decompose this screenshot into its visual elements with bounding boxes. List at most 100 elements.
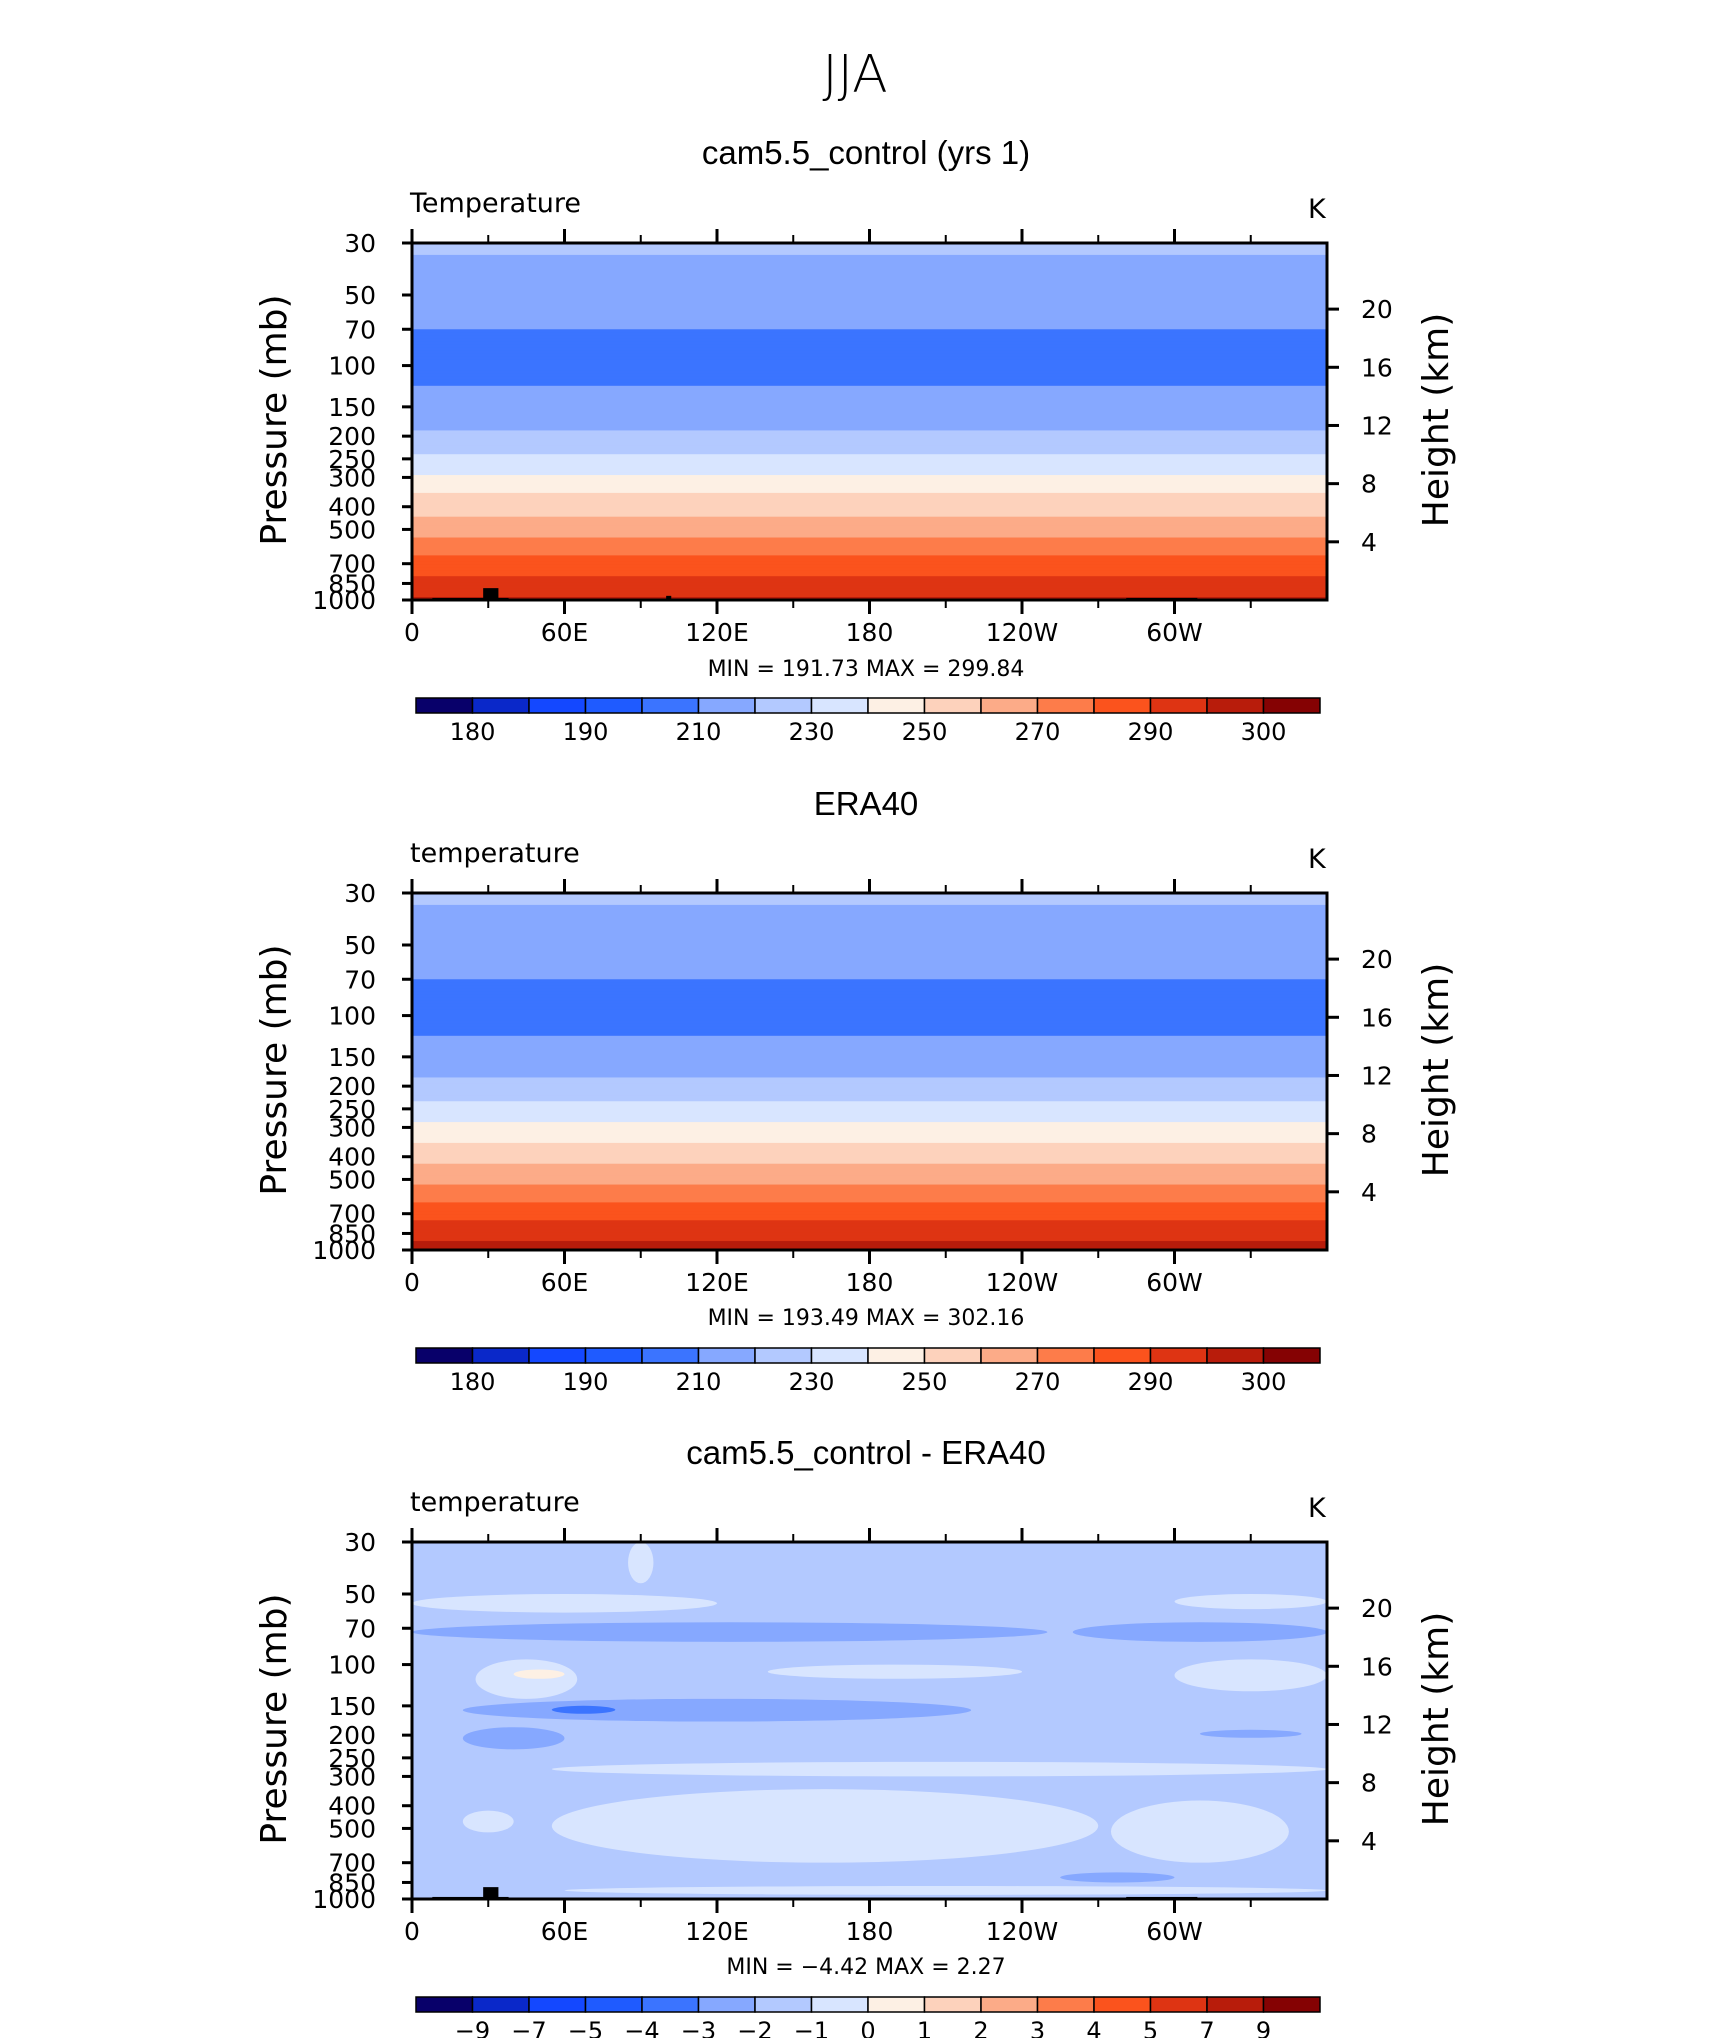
colorbar-label: 0 — [860, 2017, 875, 2038]
x-tick-label: 120E — [685, 1268, 749, 1297]
contour-band — [412, 1104, 1327, 1108]
colorbar-label: 7 — [1199, 2017, 1214, 2038]
colorbar-swatch — [471, 697, 530, 714]
contour-band — [412, 338, 1327, 342]
contour-band — [412, 1107, 1327, 1111]
contour-band — [412, 1208, 1327, 1212]
colorbar-swatch — [1149, 697, 1208, 714]
colorbar-label: 290 — [1128, 718, 1174, 746]
contour-band — [412, 472, 1327, 476]
x-tick-label: 120W — [986, 618, 1058, 647]
contour-band — [412, 525, 1327, 530]
contour-band — [412, 326, 1327, 330]
contour-band — [412, 1214, 1327, 1218]
colorbar-label: 230 — [789, 718, 835, 746]
colorbar-swatch — [641, 1996, 700, 2013]
y-tick-label: 50 — [344, 1580, 376, 1609]
x-tick-label: 60E — [541, 1917, 589, 1946]
colorbar-swatch — [980, 1996, 1039, 2013]
contour-band — [412, 248, 1327, 253]
colorbar-swatch — [1093, 697, 1152, 714]
contour-region — [628, 1542, 654, 1584]
contour-band — [412, 555, 1327, 559]
colorbar-label: 270 — [1015, 1368, 1061, 1396]
contour-band — [412, 940, 1327, 945]
topography-mask — [483, 588, 499, 600]
y-tick-label: 200 — [328, 422, 376, 451]
contour-band — [412, 266, 1327, 271]
y-tick-label: 300 — [328, 1762, 376, 1791]
contour-fill — [412, 893, 1327, 1250]
x-tick-label: 180 — [846, 618, 894, 647]
contour-band — [412, 314, 1327, 318]
contour-band — [412, 1065, 1327, 1070]
y-tick-label: 30 — [344, 879, 376, 908]
units-label: K — [1308, 194, 1327, 225]
contour-band — [412, 483, 1327, 488]
colorbar-swatch — [641, 1347, 700, 1364]
contour-region — [412, 1622, 1048, 1642]
colorbar-swatch — [641, 697, 700, 714]
contour-band — [412, 1131, 1327, 1135]
contour-fill — [412, 243, 1327, 600]
contour-band — [412, 344, 1327, 348]
y-tick-label: 100 — [328, 352, 376, 381]
colorbar-label: 2 — [973, 2017, 988, 2038]
contour-band — [412, 495, 1327, 500]
contour-band — [412, 1009, 1327, 1013]
contour-band — [412, 421, 1327, 426]
contour-band — [412, 362, 1327, 366]
colorbar-label: 300 — [1241, 718, 1287, 746]
contour-band — [412, 925, 1327, 930]
colorbar-label: 5 — [1143, 2017, 1158, 2038]
contour-band — [412, 1035, 1327, 1040]
contour-band — [412, 1235, 1327, 1239]
contour-band — [412, 958, 1327, 963]
height-tick-label: 20 — [1361, 945, 1393, 974]
contour-band — [412, 1244, 1327, 1248]
contour-band — [412, 287, 1327, 292]
contour-band — [412, 970, 1327, 974]
contour-band — [412, 1083, 1327, 1087]
height-tick-label: 8 — [1361, 1769, 1377, 1798]
colorbar-swatch — [1206, 697, 1265, 714]
colorbar-swatch — [528, 1347, 587, 1364]
contour-band — [412, 1196, 1327, 1201]
contour-band — [412, 1038, 1327, 1043]
contour-band — [412, 1187, 1327, 1192]
colorbar-swatch — [1036, 697, 1095, 714]
contour-band — [412, 299, 1327, 304]
contour-band — [412, 1062, 1327, 1067]
contour-band — [412, 1217, 1327, 1221]
contour-band — [412, 1202, 1327, 1206]
contour-band — [412, 1059, 1327, 1064]
height-tick-label: 12 — [1361, 411, 1393, 440]
contour-band — [412, 1098, 1327, 1102]
y-tick-label: 500 — [328, 515, 376, 544]
contour-band — [412, 558, 1327, 562]
contour-band — [412, 409, 1327, 414]
contour-band — [412, 397, 1327, 402]
y-tick-label: 100 — [328, 1002, 376, 1031]
contour-band — [412, 394, 1327, 399]
contour-band — [412, 922, 1327, 927]
panel-cam5-control: cam5.5_control (yrs 1) Temperature K Pre… — [254, 134, 1457, 746]
contour-band — [412, 949, 1327, 954]
contour-band — [412, 367, 1327, 372]
height-tick-label: 16 — [1361, 1003, 1393, 1032]
colorbar-swatch — [980, 697, 1039, 714]
contour-band — [412, 540, 1327, 545]
contour-band — [412, 1000, 1327, 1004]
y-tick-label: 250 — [328, 1744, 376, 1773]
contour-band — [412, 466, 1327, 470]
contour-band — [412, 415, 1327, 420]
y-tick-label: 400 — [328, 493, 376, 522]
y-tick-label: 1000 — [312, 586, 376, 615]
x-tick-label: 0 — [404, 618, 420, 647]
contour-band — [412, 1125, 1327, 1129]
y-tick-label: 150 — [328, 1043, 376, 1072]
contour-band — [412, 982, 1327, 986]
colorbar-swatch — [1149, 1996, 1208, 2013]
contour-band — [412, 519, 1327, 524]
contour-band — [412, 290, 1327, 295]
